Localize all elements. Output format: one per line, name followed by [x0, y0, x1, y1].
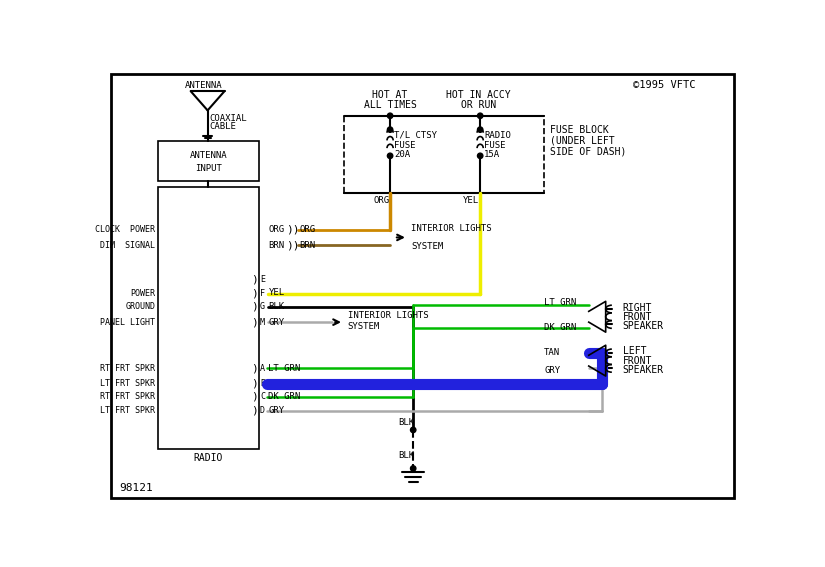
Text: CLOCK  POWER: CLOCK POWER [95, 225, 155, 234]
Text: FRONT: FRONT [623, 356, 652, 366]
Text: GRY: GRY [544, 366, 560, 375]
Text: ALL TIMES: ALL TIMES [364, 100, 417, 110]
Bar [344, 116, 544, 193]
Text: DK GRN: DK GRN [544, 323, 577, 332]
Text: ): ) [251, 392, 257, 402]
Text: ): ) [251, 289, 257, 299]
Circle shape [388, 153, 393, 159]
Text: B: B [260, 379, 265, 388]
Text: LT GRN: LT GRN [268, 364, 300, 373]
Circle shape [388, 127, 393, 132]
Text: M: M [260, 318, 265, 327]
Text: ): ) [251, 302, 257, 312]
Bar [158, 187, 259, 449]
Text: FUSE: FUSE [394, 141, 416, 150]
Text: BRN: BRN [268, 240, 285, 249]
Text: BLK: BLK [268, 302, 285, 311]
Text: DIM  SIGNAL: DIM SIGNAL [101, 240, 155, 249]
Text: 20A: 20A [394, 150, 410, 159]
Text: SYSTEM: SYSTEM [348, 322, 380, 331]
Text: SYSTEM: SYSTEM [411, 242, 443, 251]
Text: ): ) [251, 406, 257, 416]
Text: (UNDER LEFT: (UNDER LEFT [550, 136, 615, 145]
Text: ): ) [251, 317, 257, 327]
Text: SPEAKER: SPEAKER [623, 365, 664, 375]
Text: LT GRN: LT GRN [544, 298, 577, 307]
Text: BRN: BRN [299, 240, 315, 249]
Text: GRY: GRY [268, 318, 285, 327]
Text: RT FRT SPKR: RT FRT SPKR [101, 392, 155, 401]
Text: POWER: POWER [130, 289, 155, 298]
Text: LEFT: LEFT [623, 346, 646, 357]
Text: TAN: TAN [544, 349, 560, 357]
Text: INTERIOR LIGHTS: INTERIOR LIGHTS [348, 311, 428, 320]
Text: YEL: YEL [464, 196, 479, 205]
Circle shape [478, 153, 483, 159]
Text: INTERIOR LIGHTS: INTERIOR LIGHTS [411, 224, 492, 232]
Text: OR RUN: OR RUN [461, 100, 497, 110]
Text: LT FRT SPKR: LT FRT SPKR [101, 379, 155, 388]
Text: ): ) [251, 363, 257, 373]
Text: FRONT: FRONT [623, 312, 652, 321]
Text: ANTENNA: ANTENNA [185, 81, 222, 90]
Circle shape [478, 113, 483, 119]
Text: ANTENNA: ANTENNA [190, 151, 227, 159]
Text: A: A [260, 364, 265, 373]
Text: ): ) [251, 379, 257, 389]
Circle shape [411, 428, 416, 433]
Circle shape [478, 127, 483, 132]
Circle shape [411, 466, 416, 471]
Text: E: E [260, 276, 265, 284]
Text: ©1995 VFTC: ©1995 VFTC [633, 80, 695, 90]
Text: 15A: 15A [484, 150, 500, 159]
Text: D: D [260, 406, 265, 415]
Text: ORG: ORG [299, 225, 315, 234]
Text: COAXIAL: COAXIAL [210, 113, 247, 122]
Text: CABLE: CABLE [210, 122, 236, 131]
Text: GROUND: GROUND [125, 302, 155, 311]
Text: BLK: BLK [398, 418, 414, 427]
Text: RADIO: RADIO [194, 454, 223, 463]
Text: HOT AT: HOT AT [372, 90, 408, 100]
Text: GRY: GRY [268, 406, 285, 415]
Text: FUSE BLOCK: FUSE BLOCK [550, 125, 609, 134]
Text: DK GRN: DK GRN [268, 392, 300, 401]
Text: )): )) [286, 240, 299, 250]
Text: ORG: ORG [373, 196, 389, 205]
Text: F: F [260, 289, 265, 298]
Text: SIDE OF DASH): SIDE OF DASH) [550, 146, 627, 156]
Text: ORG: ORG [268, 225, 285, 234]
Text: RADIO: RADIO [484, 130, 511, 139]
Text: )): )) [286, 225, 299, 235]
Text: C: C [260, 392, 265, 401]
Text: G: G [260, 302, 265, 311]
Text: ): ) [251, 275, 257, 285]
Circle shape [388, 113, 393, 119]
Text: LT FRT SPKR: LT FRT SPKR [101, 406, 155, 415]
Text: RIGHT: RIGHT [623, 303, 652, 312]
Text: TAN: TAN [268, 379, 285, 388]
Text: T/L CTSY: T/L CTSY [394, 130, 437, 139]
Text: FUSE: FUSE [484, 141, 506, 150]
Text: 98121: 98121 [119, 483, 153, 493]
Text: SPEAKER: SPEAKER [623, 321, 664, 331]
Text: INPUT: INPUT [195, 164, 222, 172]
Bar [158, 141, 259, 181]
Text: RT FRT SPKR: RT FRT SPKR [101, 364, 155, 373]
Text: YEL: YEL [268, 289, 285, 297]
Text: HOT IN ACCY: HOT IN ACCY [446, 90, 511, 100]
Text: PANEL LIGHT: PANEL LIGHT [101, 318, 155, 327]
Text: BLK: BLK [398, 451, 414, 460]
